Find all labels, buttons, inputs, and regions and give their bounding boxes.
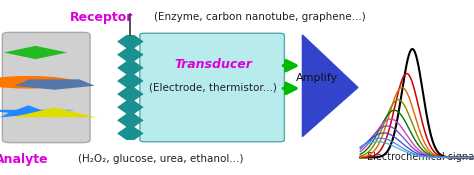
Ellipse shape [0,76,75,89]
Text: (H₂O₂, glucose, urea, ethanol...): (H₂O₂, glucose, urea, ethanol...) [78,154,244,164]
Polygon shape [13,107,96,117]
Polygon shape [14,79,95,90]
Polygon shape [117,35,144,140]
Text: Analyte: Analyte [0,153,48,166]
Text: Electrochemical signals: Electrochemical signals [367,152,474,163]
FancyBboxPatch shape [140,33,284,142]
Text: Receptor: Receptor [70,11,134,24]
Text: (Enzyme, carbon nanotube, graphene...): (Enzyme, carbon nanotube, graphene...) [154,12,366,23]
Text: Amplify: Amplify [296,73,337,83]
Polygon shape [0,105,75,117]
Text: Transducer: Transducer [174,58,252,71]
FancyBboxPatch shape [2,32,90,143]
Text: (Electrode, thermistor...): (Electrode, thermistor...) [149,82,277,93]
Polygon shape [4,46,67,59]
Polygon shape [302,35,358,136]
